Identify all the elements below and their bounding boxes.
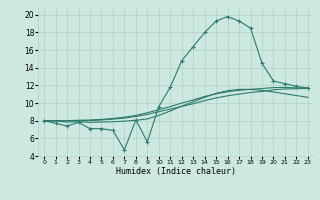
X-axis label: Humidex (Indice chaleur): Humidex (Indice chaleur) <box>116 167 236 176</box>
